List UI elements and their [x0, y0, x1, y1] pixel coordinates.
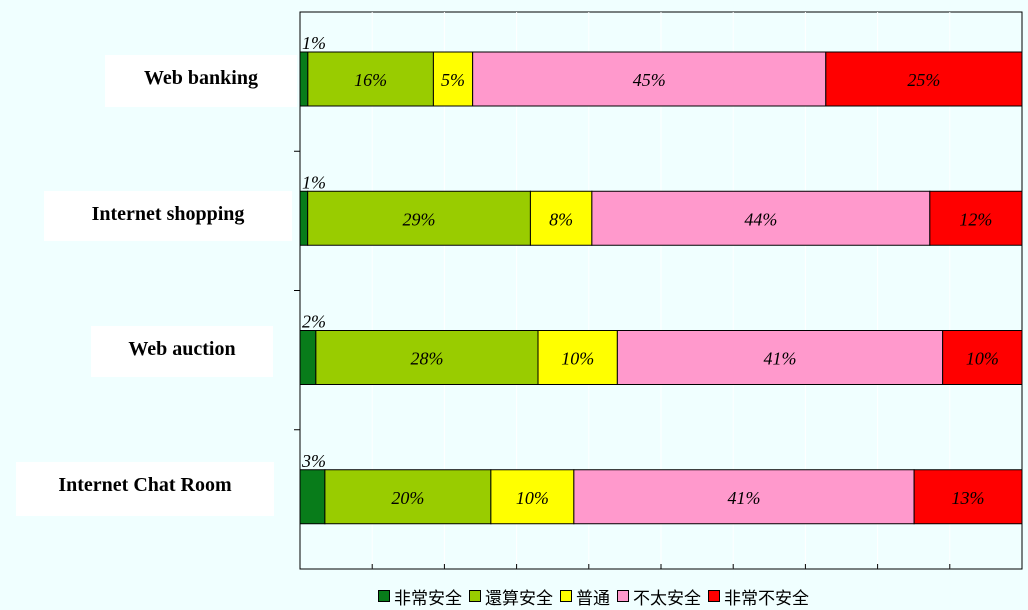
bar-segment — [315, 330, 539, 385]
bar-segment — [472, 51, 827, 107]
segment-label: 41% — [727, 488, 760, 508]
legend-swatch — [378, 590, 390, 602]
legend-label: 還算安全 — [485, 588, 553, 609]
legend-label: 不太安全 — [633, 588, 701, 609]
bar-segment — [299, 51, 309, 107]
bar-segment — [942, 330, 1023, 385]
segment-label: 12% — [959, 209, 992, 229]
bar-segment — [825, 51, 1023, 107]
bar-segment — [537, 330, 618, 385]
legend-swatch — [469, 590, 481, 602]
category-label: Web auction — [91, 326, 273, 377]
segment-label: 5% — [441, 70, 465, 90]
bar-segment — [299, 330, 317, 385]
bar-segment — [529, 190, 593, 246]
segment-label: 16% — [354, 70, 387, 90]
bar-segment — [573, 469, 915, 525]
segment-label: 3% — [301, 451, 326, 471]
bar-segment — [324, 469, 492, 525]
legend-swatch — [560, 590, 572, 602]
legend-label: 非常不安全 — [724, 588, 809, 609]
bar-segment — [929, 190, 1023, 246]
category-label: Internet Chat Room — [16, 462, 274, 516]
legend-label: 普通 — [576, 588, 610, 609]
segment-label: 1% — [302, 172, 326, 192]
legend-swatch — [708, 590, 720, 602]
legend-item: 非常不安全 — [708, 584, 809, 609]
legend-item: 非常安全 — [378, 584, 462, 609]
bar-segment — [490, 469, 575, 525]
segment-label: 10% — [966, 349, 999, 369]
stacked-bar-chart: 1% 16% 5% 45% 25% 1% 29% 8% 44% 12% 2% 28% 10% 41% 10%… — [294, 11, 1023, 570]
bar-segment — [299, 469, 326, 525]
legend-item: 不太安全 — [617, 584, 701, 609]
segment-label: 20% — [391, 488, 424, 508]
bar-segment — [591, 190, 931, 246]
segment-labels: 1% 16% 5% 45% 25% 1% 29% 8% 44% 12% 2% 28% 10% 41% 10%… — [301, 33, 999, 508]
segment-label: 44% — [744, 209, 777, 229]
segment-label: 8% — [549, 209, 573, 229]
category-label: Web banking — [105, 55, 297, 107]
legend-item: 普通 — [560, 584, 610, 609]
segment-label: 41% — [764, 349, 797, 369]
segment-label: 13% — [952, 488, 985, 508]
legend: 非常安全 還算安全 普通 不太安全 非常不安全 — [378, 584, 816, 609]
bar-segment — [913, 469, 1023, 525]
segment-label: 25% — [907, 70, 940, 90]
legend-item: 還算安全 — [469, 584, 553, 609]
bar-segments — [299, 51, 1023, 525]
segment-label: 10% — [561, 349, 594, 369]
segment-label: 2% — [302, 312, 326, 332]
category-label: Internet shopping — [44, 191, 292, 241]
segment-label: 1% — [302, 33, 326, 53]
legend-swatch — [617, 590, 629, 602]
segment-label: 45% — [633, 70, 666, 90]
segment-label: 10% — [516, 488, 549, 508]
bar-segment — [299, 190, 309, 246]
segment-label: 28% — [410, 349, 443, 369]
legend-label: 非常安全 — [394, 588, 462, 609]
axis-ticks — [294, 150, 951, 569]
bar-segment — [616, 330, 944, 385]
segment-label: 29% — [403, 209, 436, 229]
